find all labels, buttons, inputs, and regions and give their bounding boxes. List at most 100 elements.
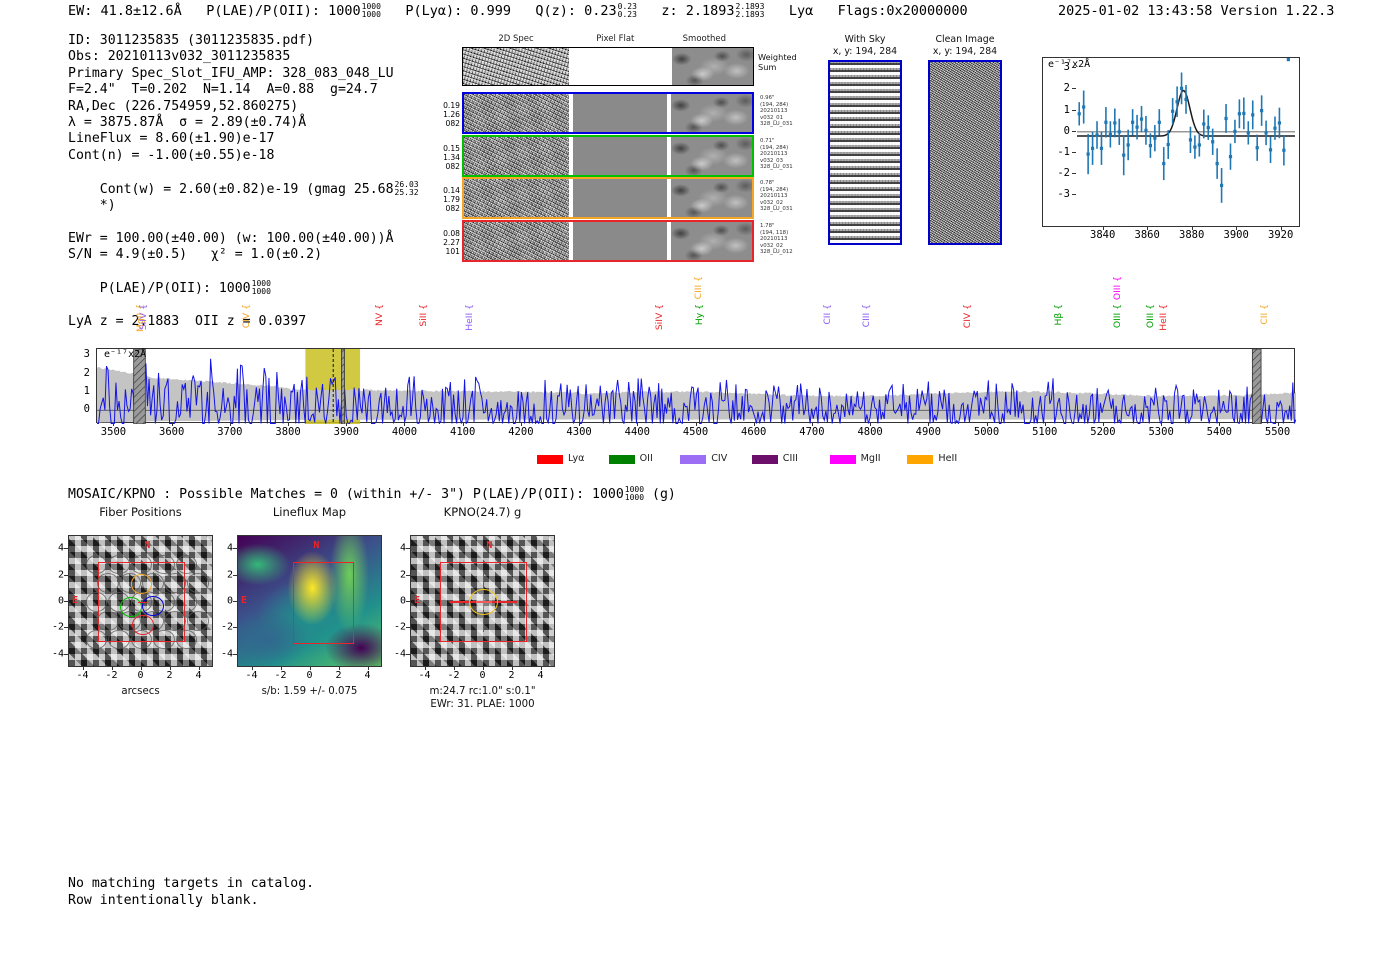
panel-0-xtick--4: -4	[76, 670, 89, 681]
header-ew: EW: 41.8±12.6Å	[68, 3, 182, 19]
full-spectrum-xtick-3500: 3500	[100, 426, 127, 438]
full-spectrum-xtickmark-5300	[1161, 423, 1163, 426]
emission-line-cii-17: CII {	[1259, 304, 1271, 325]
legend-label-oii: OII	[639, 453, 653, 464]
panel-1-ytickmark-0	[233, 601, 237, 602]
line-fit-xtick-3900: 3900	[1223, 229, 1249, 241]
full-spectrum-xtick-4800: 4800	[857, 426, 883, 438]
emission-line-hy-8: Hy {	[693, 304, 705, 326]
spec2d-row-0-meta-0: 0.96"	[760, 95, 775, 101]
panel-caption-1: s/b: 1.59 +/- 0.075	[261, 686, 358, 697]
header-plae-lo: 1000	[361, 10, 381, 19]
spec2d-row-1-2dspec	[464, 137, 569, 175]
panel-2-xtick-4: 4	[537, 670, 544, 681]
panel-2-ytickmark-2	[406, 574, 410, 576]
full-spectrum-ytick-0: 0	[83, 403, 90, 416]
panel-2-xtick-2: 2	[508, 670, 515, 681]
header-line-id: Lyα	[788, 3, 814, 19]
line-fit-xtick-3860: 3860	[1134, 229, 1160, 241]
compass-east-1: E	[241, 595, 248, 606]
full-spectrum-xtick-4200: 4200	[508, 426, 534, 438]
full-spectrum-xtickmark-4500	[695, 423, 697, 426]
full-spectrum-ytick-2: 2	[83, 366, 90, 379]
weighted-sum-smoothed	[671, 48, 753, 85]
legend-label-heii: HeII	[938, 453, 958, 464]
info-ewr: EWr = 100.00(±40.00) (w: 100.00(±40.00))…	[68, 230, 394, 246]
info-lineflux: LineFlux = 8.60(±1.90)e-17	[68, 131, 275, 147]
legend-label-ciii: CIII	[782, 453, 798, 464]
spec2d-row-3: 0.08 2.27 101 1.78" (194, 118) 20210113 v032_0…	[443, 220, 793, 262]
background-fiber	[85, 592, 108, 612]
cutout-coords-0: x, y: 194, 284	[832, 45, 898, 57]
full-spectrum-xtick-5200: 5200	[1090, 426, 1116, 438]
emission-line-nv-3: NV {	[374, 304, 386, 326]
legend-label-mgii: MgII	[860, 453, 881, 464]
line-fit-ytick--2: -2	[1057, 167, 1070, 180]
info-plae: P(LAE)/P(OII): 1000 1000 1000	[68, 264, 419, 314]
legend-swatch-ciii	[751, 455, 778, 464]
strip-gap	[568, 48, 573, 85]
strip-gap	[666, 94, 672, 132]
spec2d-row-2: 0.14 1.79 082 0.78" (194, 284) 20210113 v032_0…	[443, 177, 793, 219]
line-fit-xtickmark-3880	[1191, 227, 1193, 230]
full-spectrum-ytick-1: 1	[83, 384, 90, 397]
spec2d-row-2-meta-1: (194, 284)	[760, 186, 789, 193]
spec2d-row-0-meta-4: 328_LU_031	[760, 121, 793, 128]
spec2d-row-3-left-1: 2.27	[443, 238, 460, 248]
cutout-image-0	[830, 62, 900, 243]
full-spectrum-xtickmark-4900	[928, 423, 930, 426]
full-spectrum-xtick-3900: 3900	[333, 426, 359, 438]
emission-line-heii-5: HeII {	[463, 304, 475, 331]
full-spectrum-xtick-4300: 4300	[566, 426, 592, 438]
cutout-image-1	[930, 62, 1000, 243]
selected-fiber-2	[142, 596, 164, 616]
background-fiber	[175, 592, 198, 612]
weighted-sum-label: Weighted Sum	[758, 52, 797, 72]
mosaic-header-text: MOSAIC/KPNO : Possible Matches = 0 (with…	[68, 487, 624, 502]
compass-east-0: E	[72, 595, 79, 606]
strip-gap	[666, 179, 672, 217]
info-redshifts: LyA z = 2.1883 OII z = 0.0397	[68, 313, 307, 329]
background-fiber	[130, 554, 153, 575]
header-z-lo: 2.1893	[735, 10, 765, 19]
spec2d-row-2-left-0: 0.14	[443, 186, 460, 195]
header-z-hi: 2.1893	[735, 2, 765, 11]
spec2d-row-1-left-1: 1.34	[443, 153, 460, 163]
spec2d-row-2-smoothed	[671, 179, 752, 217]
compass-north-2: N	[486, 540, 493, 551]
panel-1-ytick-2: 2	[226, 569, 233, 581]
panel-2-xtickmark-4	[540, 667, 542, 670]
full-spectrum-xtickmark-5000	[986, 423, 988, 426]
full-spectrum-xtickmark-3500	[113, 423, 115, 426]
spec2d-row-1-left-0: 0.15	[443, 144, 460, 153]
emission-line-ciii-6: CIII {	[693, 276, 705, 300]
panel-2-ytick-0: 0	[399, 595, 406, 607]
spec2d-row-1-smoothed	[671, 137, 752, 175]
line-fit-xtick-3880: 3880	[1179, 229, 1205, 241]
full-spectrum-xtickmark-3900	[346, 423, 348, 426]
aperture-box-2	[440, 562, 527, 642]
panel-0-ytick-0: 0	[57, 595, 64, 607]
panel-2-xtick-0: 0	[479, 670, 486, 681]
full-spectrum-xtickmark-5200	[1102, 423, 1104, 426]
panel-1-ytick--4: -4	[220, 648, 233, 660]
line-fit-xtickmark-3900	[1236, 227, 1238, 230]
mosaic-plae-lo: 1000	[624, 493, 645, 502]
panel-0-ytick-2: 2	[57, 569, 64, 581]
spec2d-row-0-left-labels: 0.19 1.26 082	[434, 101, 460, 129]
panel-0-ytickmark-0	[64, 601, 68, 602]
legend-swatch-heii	[907, 455, 934, 464]
full-spectrum-xtickmark-5400	[1219, 423, 1221, 426]
spec2d-column-title-1: Pixel Flat	[596, 34, 635, 44]
legend-swatch-civ	[680, 455, 707, 464]
background-fiber	[96, 573, 119, 594]
spec2d-row-3-smoothed	[671, 222, 752, 260]
panel-0-ytickmark--4	[64, 653, 68, 655]
header-flags: Flags:0x20000000	[837, 3, 968, 19]
spec2d-row-1-meta: 0.71" (194, 284) 20210113 v032_03 328_LU_031	[760, 138, 812, 171]
emission-line-hβ-12: Hβ {	[1052, 304, 1064, 326]
spec2d-row-1-left-2: 082	[445, 162, 461, 172]
panel-2-ytickmark-0	[406, 601, 410, 602]
strip-gap	[568, 94, 574, 132]
